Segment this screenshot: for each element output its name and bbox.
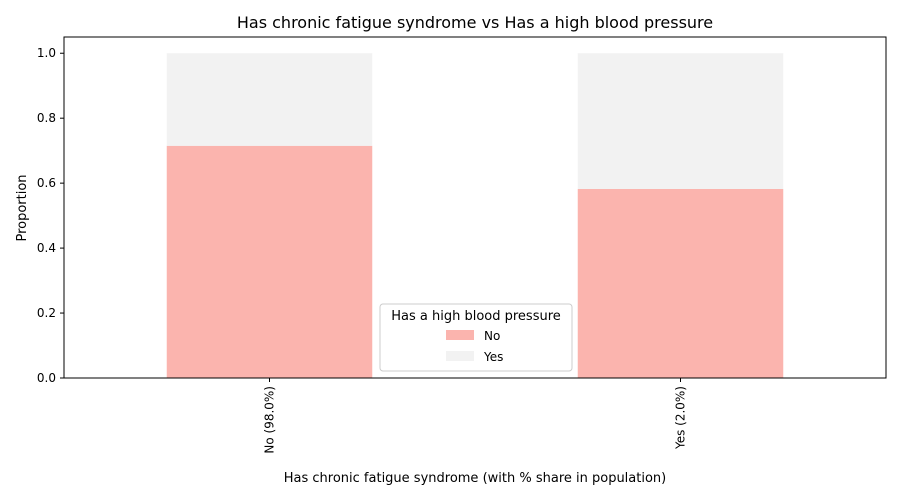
x-tick-label: Yes (2.0%): [674, 386, 688, 450]
legend: Has a high blood pressure No Yes: [379, 303, 573, 372]
x-axis-label: Has chronic fatigue syndrome (with % sha…: [284, 471, 666, 486]
x-axis: No (98.0%) Yes (2.0%): [263, 378, 688, 454]
legend-box: [379, 303, 573, 372]
legend-items: No Yes: [446, 329, 503, 364]
bar-no-0: [166, 145, 373, 378]
y-tick-label: 1.0: [37, 46, 56, 60]
y-axis-label: Proportion: [15, 174, 30, 241]
y-tick-label: 0.0: [37, 371, 56, 385]
y-tick-label: 0.4: [37, 241, 56, 255]
legend-swatch-no: [446, 330, 474, 340]
y-axis: 0.0 0.2 0.4 0.6 0.8 1.0: [37, 46, 64, 385]
bar-yes-1: [577, 53, 784, 189]
chart-title: Has chronic fatigue syndrome vs Has a hi…: [237, 13, 713, 32]
bars-layer: [166, 53, 784, 378]
y-tick-label: 0.2: [37, 306, 56, 320]
y-tick-label: 0.8: [37, 111, 56, 125]
legend-label-no: No: [484, 329, 500, 343]
bar-no-1: [577, 188, 784, 378]
y-tick-label: 0.6: [37, 176, 56, 190]
legend-swatch-yes: [446, 351, 474, 361]
legend-label-yes: Yes: [483, 350, 503, 364]
bar-yes-0: [166, 53, 373, 146]
plot-frame: [63, 36, 887, 379]
legend-title: Has a high blood pressure: [391, 309, 561, 324]
x-tick-label: No (98.0%): [263, 386, 277, 454]
